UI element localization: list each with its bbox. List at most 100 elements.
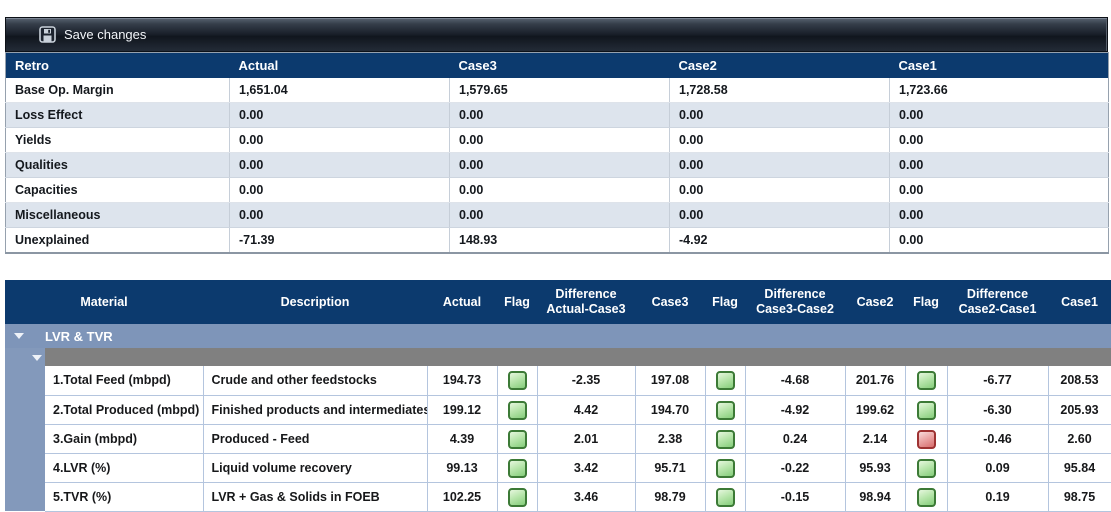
- row-label-cell: Loss Effect: [5, 102, 230, 128]
- flag-cell: [705, 424, 746, 454]
- diff-cell: 4.42: [537, 395, 636, 425]
- flag-cell: [497, 482, 538, 512]
- col-header-flag-2: Flag: [705, 280, 745, 324]
- retro-table: Retro Actual Case3 Case2 Case1 Base Op. …: [5, 52, 1109, 254]
- value-cell: 0.00: [669, 102, 890, 128]
- subgroup-row: [5, 348, 1111, 366]
- value-cell: 148.93: [449, 227, 670, 254]
- value-cell: 0.00: [669, 177, 890, 203]
- value-cell: 0.00: [449, 152, 670, 178]
- status-flag-icon: [715, 487, 735, 507]
- subgroup-bar: [45, 348, 1111, 366]
- case2-cell: 201.76: [845, 366, 906, 396]
- retro-row-yields[interactable]: Yields 0.00 0.00 0.00 0.00: [5, 127, 1109, 153]
- status-flag-icon: [916, 371, 936, 391]
- material-cell: 5.TVR (%): [45, 482, 204, 512]
- group-indent-band: [5, 366, 45, 395]
- value-cell: 1,579.65: [449, 78, 670, 103]
- flag-cell: [497, 453, 538, 483]
- toolbar: Save changes: [5, 17, 1108, 52]
- actual-cell: 4.39: [427, 424, 498, 454]
- description-cell: Finished products and intermediates: [203, 395, 428, 425]
- description-cell: Produced - Feed: [203, 424, 428, 454]
- col-header-case3: Case3: [635, 280, 705, 324]
- group-indent-band: [5, 424, 45, 453]
- row-label-cell: Unexplained: [5, 227, 230, 254]
- flag-cell: [905, 424, 948, 454]
- flag-cell: [497, 366, 538, 396]
- case3-cell: 194.70: [635, 395, 706, 425]
- col-header-actual: Actual: [427, 280, 497, 324]
- status-flag-icon: [507, 487, 527, 507]
- col-header-flag-3: Flag: [905, 280, 947, 324]
- value-cell: 0.00: [229, 127, 450, 153]
- status-flag-icon: [916, 458, 936, 478]
- diff-cell: -2.35: [537, 366, 636, 396]
- col-header-description: Description: [203, 280, 427, 324]
- case3-cell: 95.71: [635, 453, 706, 483]
- retro-row-miscellaneous[interactable]: Miscellaneous 0.00 0.00 0.00 0.00: [5, 202, 1109, 228]
- diff-cell: -0.46: [947, 424, 1049, 454]
- diff-cell: 2.01: [537, 424, 636, 454]
- diff-cell: 3.42: [537, 453, 636, 483]
- value-cell: 0.00: [889, 177, 1109, 203]
- value-cell: 0.00: [229, 102, 450, 128]
- save-changes-button[interactable]: Save changes: [33, 24, 152, 45]
- row-label-cell: Yields: [5, 127, 230, 153]
- subgroup-expander-cell: [5, 348, 45, 366]
- value-cell: 0.00: [889, 102, 1109, 128]
- value-cell: -4.92: [669, 227, 890, 254]
- value-cell: 0.00: [889, 152, 1109, 178]
- material-row-lvr[interactable]: 4.LVR (%) Liquid volume recovery 99.13 3…: [5, 453, 1111, 483]
- row-label-cell: Base Op. Margin: [5, 78, 230, 103]
- case1-cell: 98.75: [1048, 482, 1111, 512]
- status-flag-icon: [715, 371, 735, 391]
- material-row-gain[interactable]: 3.Gain (mbpd) Produced - Feed 4.39 2.01 …: [5, 424, 1111, 454]
- retro-row-unexplained[interactable]: Unexplained -71.39 148.93 -4.92 0.00: [5, 227, 1109, 254]
- retro-header-row: Retro Actual Case3 Case2 Case1: [5, 52, 1109, 78]
- retro-row-capacities[interactable]: Capacities 0.00 0.00 0.00 0.00: [5, 177, 1109, 203]
- group-indent-band: [5, 453, 45, 482]
- retro-row-loss-effect[interactable]: Loss Effect 0.00 0.00 0.00 0.00: [5, 102, 1109, 128]
- material-cell: 4.LVR (%): [45, 453, 204, 483]
- value-cell: 0.00: [229, 152, 450, 178]
- collapse-subgroup-icon[interactable]: [32, 355, 42, 361]
- flag-cell: [497, 395, 538, 425]
- row-label-cell: Capacities: [5, 177, 230, 203]
- retro-row-base-op-margin[interactable]: Base Op. Margin 1,651.04 1,579.65 1,728.…: [5, 78, 1109, 103]
- case1-cell: 205.93: [1048, 395, 1111, 425]
- actual-cell: 102.25: [427, 482, 498, 512]
- diff-cell: -4.68: [745, 366, 846, 396]
- status-flag-icon: [715, 400, 735, 420]
- value-cell: 0.00: [889, 202, 1109, 228]
- flag-cell: [497, 424, 538, 454]
- value-cell: -71.39: [229, 227, 450, 254]
- diff-cell: 0.09: [947, 453, 1049, 483]
- status-flag-icon: [507, 429, 527, 449]
- collapse-group-icon[interactable]: [14, 333, 24, 339]
- status-flag-icon: [916, 487, 936, 507]
- value-cell: 0.00: [669, 127, 890, 153]
- flag-cell: [705, 366, 746, 396]
- material-row-total-produced[interactable]: 2.Total Produced (mbpd) Finished product…: [5, 395, 1111, 425]
- col-header-case2: Case2: [845, 280, 905, 324]
- status-flag-icon: [916, 400, 936, 420]
- retro-row-qualities[interactable]: Qualities 0.00 0.00 0.00 0.00: [5, 152, 1109, 178]
- material-row-tvr[interactable]: 5.TVR (%) LVR + Gas & Solids in FOEB 102…: [5, 482, 1111, 512]
- diff-cell: -4.92: [745, 395, 846, 425]
- row-label-cell: Miscellaneous: [5, 202, 230, 228]
- status-flag-icon: [916, 429, 936, 449]
- status-flag-icon: [715, 458, 735, 478]
- description-cell: Crude and other feedstocks: [203, 366, 428, 396]
- description-cell: Liquid volume recovery: [203, 453, 428, 483]
- value-cell: 0.00: [449, 127, 670, 153]
- actual-cell: 199.12: [427, 395, 498, 425]
- case1-cell: 208.53: [1048, 366, 1111, 396]
- case2-cell: 2.14: [845, 424, 906, 454]
- case3-cell: 2.38: [635, 424, 706, 454]
- value-cell: 1,728.58: [669, 78, 890, 103]
- material-row-total-feed[interactable]: 1.Total Feed (mbpd) Crude and other feed…: [5, 366, 1111, 396]
- diff-cell: 0.24: [745, 424, 846, 454]
- group-indent-band: [5, 482, 45, 511]
- actual-cell: 99.13: [427, 453, 498, 483]
